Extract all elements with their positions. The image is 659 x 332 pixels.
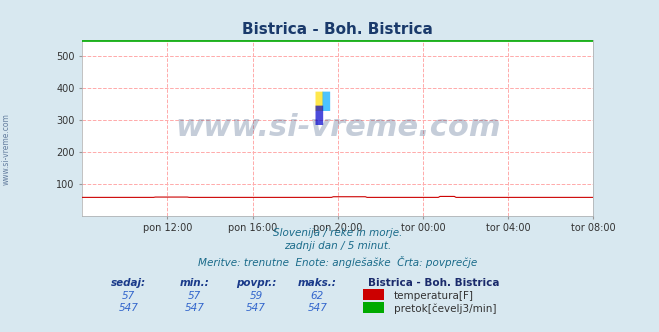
Text: 62: 62 [310,291,324,301]
Text: pretok[čevelj3/min]: pretok[čevelj3/min] [394,303,496,314]
Text: Meritve: trenutne  Enote: anglešaške  Črta: povprečje: Meritve: trenutne Enote: anglešaške Črta… [198,256,477,268]
Text: temperatura[F]: temperatura[F] [394,291,474,301]
Text: 547: 547 [307,303,328,313]
Text: sedaj:: sedaj: [111,278,146,288]
Text: Bistrica - Boh. Bistrica: Bistrica - Boh. Bistrica [368,278,500,288]
Text: min.:: min.: [180,278,210,288]
Text: ▐: ▐ [307,92,322,111]
Text: maks.:: maks.: [298,278,337,288]
FancyBboxPatch shape [363,289,384,300]
Text: 547: 547 [185,303,205,313]
Title: Bistrica - Boh. Bistrica: Bistrica - Boh. Bistrica [243,22,433,37]
Text: povpr.:: povpr.: [236,278,276,288]
Text: www.si-vreme.com: www.si-vreme.com [2,114,11,185]
Text: Slovenija / reke in morje.: Slovenija / reke in morje. [273,227,403,238]
Text: 57: 57 [122,291,135,301]
Text: ▐: ▐ [315,92,330,111]
Text: 57: 57 [188,291,202,301]
FancyBboxPatch shape [363,302,384,313]
Text: ▐: ▐ [307,106,322,125]
Text: zadnji dan / 5 minut.: zadnji dan / 5 minut. [284,241,391,251]
Text: www.si-vreme.com: www.si-vreme.com [175,113,501,142]
Text: 547: 547 [119,303,138,313]
Text: 547: 547 [246,303,266,313]
Text: 59: 59 [249,291,263,301]
